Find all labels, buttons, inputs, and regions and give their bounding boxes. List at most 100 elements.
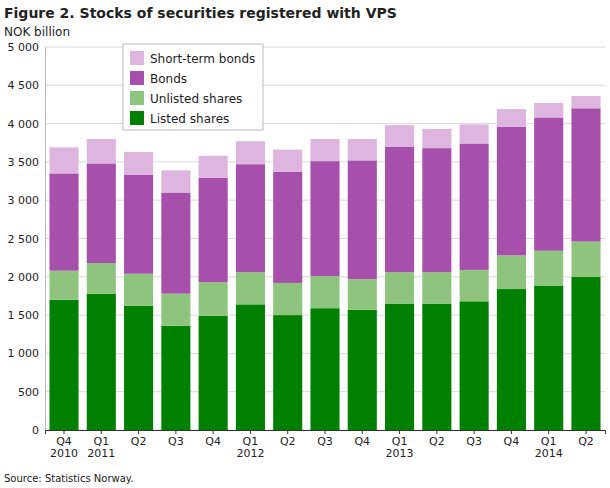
y-tick-label: 500 — [18, 386, 39, 399]
bar-segment — [124, 306, 153, 430]
bar-segment — [571, 96, 600, 108]
y-tick-label: 1 000 — [8, 347, 40, 360]
bar-segment — [87, 139, 116, 164]
x-tick-label-line: 2010 — [50, 447, 78, 460]
x-tick-label-line: Q4 — [205, 435, 221, 448]
x-tick-label: Q12014 — [535, 435, 563, 461]
x-tick: Q12012 — [236, 430, 264, 460]
bar-segment — [199, 178, 228, 282]
bar-segment — [348, 160, 377, 279]
x-tick-label-line: 2013 — [386, 447, 414, 460]
bar-segment — [534, 103, 563, 118]
bar-segment — [236, 304, 265, 430]
plot: 05001 0001 5002 0002 5003 0003 5004 0004… — [8, 41, 606, 460]
y-tick: 1 500 — [8, 309, 46, 322]
bar-segment — [460, 301, 489, 430]
x-tick-mark — [362, 430, 363, 434]
x-tick: Q12013 — [386, 430, 414, 460]
x-tick-label: Q4 — [205, 435, 221, 448]
y-tick: 1 000 — [8, 347, 46, 360]
bar-segment — [348, 310, 377, 430]
x-tick-mark — [399, 430, 400, 434]
x-tick-label-line: Q1 — [243, 435, 259, 448]
bar-segment — [497, 127, 526, 256]
x-tick: Q2 — [280, 430, 296, 448]
legend-label: Unlisted shares — [150, 92, 242, 106]
x-tick-label-line: Q4 — [56, 435, 72, 448]
x-tick-label: Q2 — [578, 435, 594, 448]
x-tick-label: Q3 — [466, 435, 482, 448]
bar-segment — [534, 286, 563, 430]
x-tick-label: Q12012 — [236, 435, 264, 461]
bar-segment — [385, 304, 414, 430]
bars — [49, 96, 600, 430]
x-tick-label: Q3 — [168, 435, 184, 448]
bar-segment — [273, 172, 302, 283]
bar-segment — [273, 150, 302, 172]
y-tick-label: 1 500 — [8, 309, 40, 322]
bar-segment — [273, 315, 302, 430]
bar-segment — [124, 274, 153, 306]
x-tick-label-line: Q1 — [93, 435, 109, 448]
x-tick: Q3 — [466, 430, 482, 448]
x-tick-mark — [101, 430, 102, 434]
y-axis-line — [45, 48, 46, 431]
bar-segment — [49, 300, 78, 430]
legend-swatch — [130, 111, 144, 125]
bar-segment — [385, 125, 414, 146]
x-tick: Q2 — [578, 430, 594, 448]
y-tick-label: 5 000 — [8, 41, 40, 54]
x-tick-label-line: Q2 — [429, 435, 445, 448]
bar-segment — [199, 282, 228, 316]
y-tick-label: 3 500 — [8, 156, 40, 169]
x-tick: Q2 — [131, 430, 147, 448]
y-tick-label: 4 500 — [8, 79, 40, 92]
y-tick: 3 000 — [8, 194, 46, 207]
x-tick-label-line: Q2 — [131, 435, 147, 448]
x-tick: Q2 — [429, 430, 445, 448]
bar-segment — [49, 271, 78, 300]
bar-segment — [124, 152, 153, 175]
bar-segment — [422, 129, 451, 148]
bar-segment — [87, 263, 116, 294]
x-tick-label: Q4 — [504, 435, 520, 448]
y-tick-label: 2 500 — [8, 233, 40, 246]
bar-segment — [87, 163, 116, 263]
bar-segment — [497, 255, 526, 289]
x-tick-mark — [287, 430, 288, 434]
y-axis: 05001 0001 5002 0002 5003 0003 5004 0004… — [8, 41, 46, 437]
x-tick-label-line: Q2 — [280, 435, 296, 448]
x-tick-mark — [474, 430, 475, 434]
source: Source: Statistics Norway. — [4, 473, 133, 484]
bar-segment — [422, 272, 451, 303]
y-tick: 4 500 — [8, 79, 46, 92]
x-axis-line — [46, 431, 606, 435]
bar-segment — [310, 308, 339, 430]
bar-segment — [161, 193, 190, 294]
bar-segment — [534, 251, 563, 286]
legend: Short-term bondsBondsUnlisted sharesList… — [123, 44, 263, 130]
bar-segment — [236, 272, 265, 304]
bar-segment — [49, 173, 78, 270]
series — [49, 108, 600, 293]
x-tick-label-line: 2012 — [236, 447, 264, 460]
x-tick-label-line: Q3 — [168, 435, 184, 448]
bar-segment — [310, 161, 339, 276]
legend-item: Listed shares — [130, 111, 229, 126]
bar-segment — [348, 279, 377, 310]
bar-segment — [571, 277, 600, 430]
legend-label: Bonds — [150, 72, 187, 86]
y-tick: 500 — [18, 386, 45, 399]
x-tick: Q4 — [504, 430, 520, 448]
legend-box — [123, 44, 263, 130]
x-tick-label: Q12011 — [87, 435, 115, 461]
x-tick: Q3 — [317, 430, 333, 448]
bar-segment — [273, 283, 302, 315]
x-tick-label-line: Q4 — [504, 435, 520, 448]
x-tick-label-line: 2011 — [87, 447, 115, 460]
x-tick-mark — [64, 430, 65, 434]
bar-segment — [460, 124, 489, 143]
bar-segment — [460, 270, 489, 301]
bar-segment — [310, 276, 339, 308]
y-tick-label: 2 000 — [8, 271, 40, 284]
